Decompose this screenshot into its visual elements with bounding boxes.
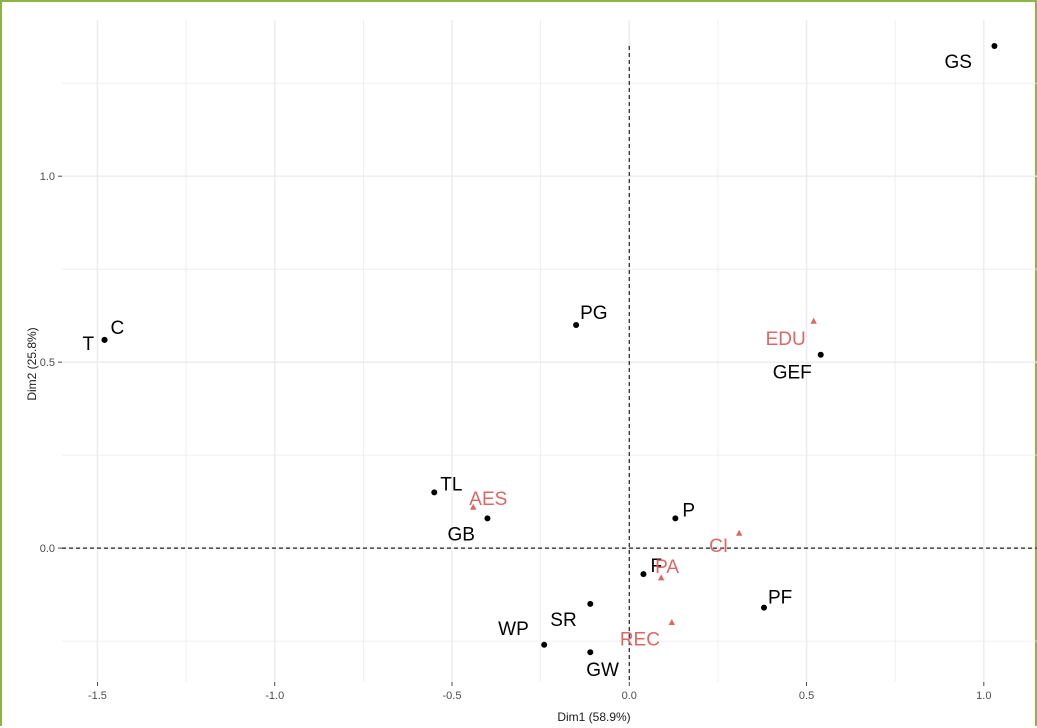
x-tick-label: -1.5	[88, 690, 107, 702]
point-gs	[991, 43, 998, 50]
label-edu: EDU	[766, 329, 806, 350]
label-pg: PG	[580, 303, 607, 324]
point-pf	[761, 604, 767, 611]
label-rec: REC	[620, 629, 660, 650]
data-points	[101, 43, 998, 656]
label-tl: TL	[440, 474, 462, 495]
label-gef: GEF	[773, 363, 812, 384]
point-pg	[573, 321, 580, 328]
label-gb: GB	[447, 524, 474, 545]
point-edu	[810, 317, 817, 324]
label-pa: PA	[655, 557, 679, 578]
point-wp	[541, 641, 548, 648]
label-pf: PF	[768, 588, 792, 609]
label-wp: WP	[498, 619, 529, 640]
point-gb	[484, 515, 491, 522]
minor-grid	[62, 20, 1037, 682]
x-tick-label: -1.0	[265, 690, 284, 702]
label-t: T	[83, 334, 95, 355]
label-gw: GW	[586, 660, 619, 681]
point-sr	[587, 600, 594, 607]
y-tick-label: 0.0	[40, 543, 55, 555]
y-tick-label: 1.0	[40, 171, 55, 183]
point-f	[640, 571, 647, 578]
x-axis-title: Dim1 (58.9%)	[557, 710, 630, 724]
point-p	[672, 515, 679, 522]
point-gw	[587, 649, 594, 656]
label-f: F	[650, 556, 662, 577]
point-t	[101, 336, 108, 343]
label-gs: GS	[944, 52, 971, 73]
label-sr: SR	[550, 610, 576, 631]
y-tick-label: 0.5	[40, 357, 55, 369]
x-tick-label: 0.5	[799, 690, 814, 702]
y-axis-title: Dim2 (25.8%)	[25, 327, 39, 400]
point-rec	[668, 618, 676, 625]
label-p: P	[682, 500, 695, 521]
axis-ticks: -1.5 -1.0 -0.5 0.0 0.5 1.0 0.0 0.5 1.0	[40, 171, 992, 702]
point-ci	[735, 529, 743, 536]
point-gef	[817, 351, 824, 358]
point-tl	[431, 489, 438, 496]
point-aes	[470, 503, 477, 510]
x-tick-label: -0.5	[443, 690, 462, 702]
x-tick-label: 1.0	[976, 690, 991, 702]
point-pa	[657, 574, 665, 581]
major-grid	[62, 20, 1037, 682]
label-ci: CI	[709, 536, 728, 557]
label-aes: AES	[469, 489, 507, 510]
x-tick-label: 0.0	[622, 690, 637, 702]
label-c: C	[111, 318, 125, 339]
reference-lines	[62, 46, 1037, 682]
